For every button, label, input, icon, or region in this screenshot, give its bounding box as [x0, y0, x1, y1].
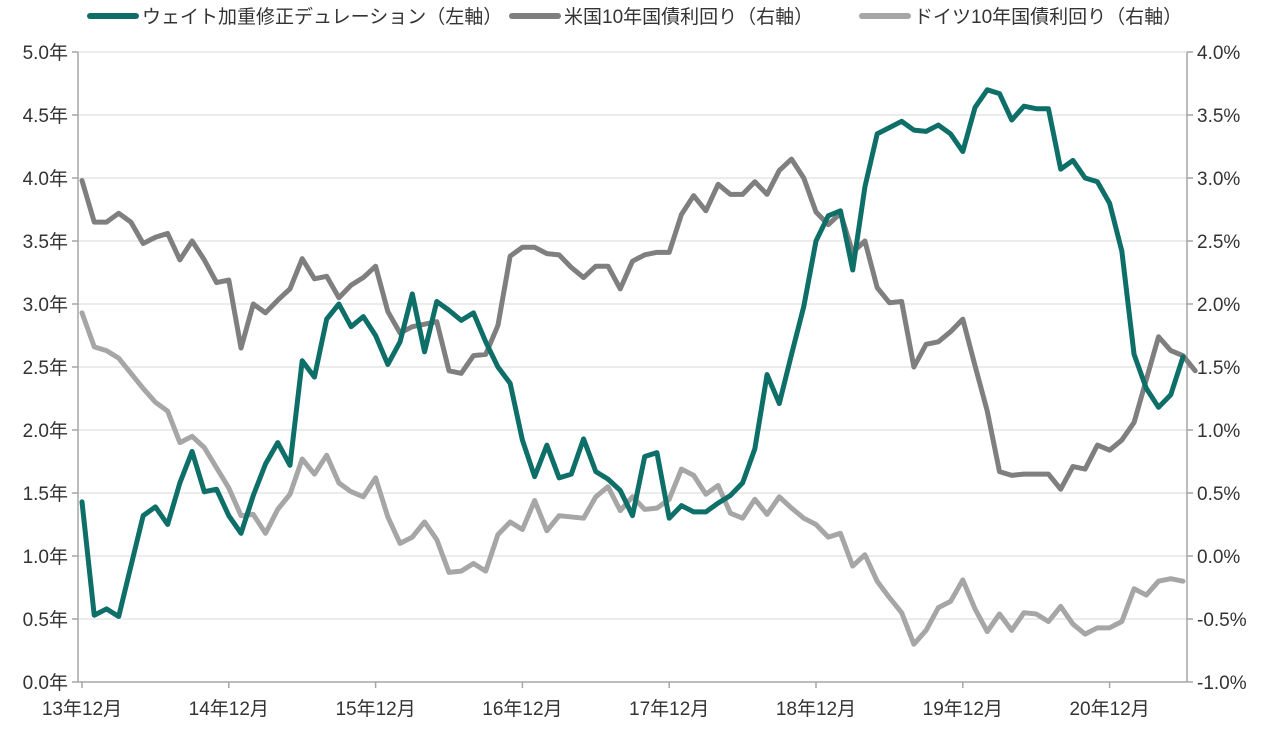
x-tick-label: 20年12月 — [1069, 698, 1149, 720]
right-tick-label: -1.0% — [1197, 673, 1247, 694]
x-tick-label: 17年12月 — [629, 698, 709, 720]
right-tick-label: -0.5% — [1197, 610, 1247, 631]
legend: ウェイト加重修正デュレーション（左軸） 米国10年国債利回り（右軸） ドイツ10年国… — [87, 6, 1182, 28]
right-tick-label: 4.0% — [1197, 43, 1240, 64]
x-tick-label: 13年12月 — [42, 698, 122, 720]
x-tick-label: 19年12月 — [923, 698, 1003, 720]
legend-label-0: ウェイト加重修正デュレーション（左軸） — [142, 6, 502, 28]
right-tick-label: 0.0% — [1197, 547, 1240, 568]
right-tick-label: 1.5% — [1197, 358, 1240, 379]
left-tick-label: 0.5年 — [23, 609, 68, 631]
x-tick-label: 16年12月 — [482, 698, 562, 720]
right-tick-label: 1.0% — [1197, 421, 1240, 442]
left-axis-ticks: 0.0年 0.5年 1.0年 1.5年 2.0年 2.5年 3.0年 3.5年 4.0年 4.5年… — [23, 42, 78, 694]
right-tick-label: 3.0% — [1197, 169, 1240, 190]
legend-label-2: ドイツ10年国債利回り（右軸） — [914, 6, 1182, 28]
x-tick-label: 14年12月 — [189, 698, 269, 720]
gridlines — [78, 51, 1187, 620]
series-lines — [79, 87, 1198, 647]
left-tick-label: 2.5年 — [23, 357, 68, 379]
series-line-0 — [79, 87, 1186, 619]
legend-label-1: 米国10年国債利回り（右軸） — [564, 6, 813, 28]
right-tick-label: 2.5% — [1197, 232, 1240, 253]
left-tick-label: 2.0年 — [23, 420, 68, 442]
x-tick-label: 15年12月 — [335, 698, 415, 720]
right-tick-label: 3.5% — [1197, 106, 1240, 127]
series-line-2 — [79, 310, 1186, 647]
left-tick-label: 3.5年 — [23, 231, 68, 253]
x-axis-ticks: 13年12月 14年12月 15年12月 16年12月 17年12月 18年12月 19年1… — [42, 682, 1150, 720]
right-axis-ticks: -1.0% -0.5% 0.0% 0.5% 1.0% 1.5% 2.0% 2.5% 3.0% 3.… — [1187, 43, 1247, 694]
left-tick-label: 4.5年 — [23, 105, 68, 127]
left-tick-label: 5.0年 — [23, 42, 68, 64]
left-tick-label: 1.5年 — [23, 483, 68, 505]
left-tick-label: 4.0年 — [23, 168, 68, 190]
series-line-1 — [79, 156, 1198, 492]
x-tick-label: 18年12月 — [776, 698, 856, 720]
left-tick-label: 3.0年 — [23, 294, 68, 316]
left-tick-label: 0.0年 — [23, 672, 68, 694]
right-tick-label: 0.5% — [1197, 484, 1240, 505]
left-tick-label: 1.0年 — [23, 546, 68, 568]
right-tick-label: 2.0% — [1197, 295, 1240, 316]
